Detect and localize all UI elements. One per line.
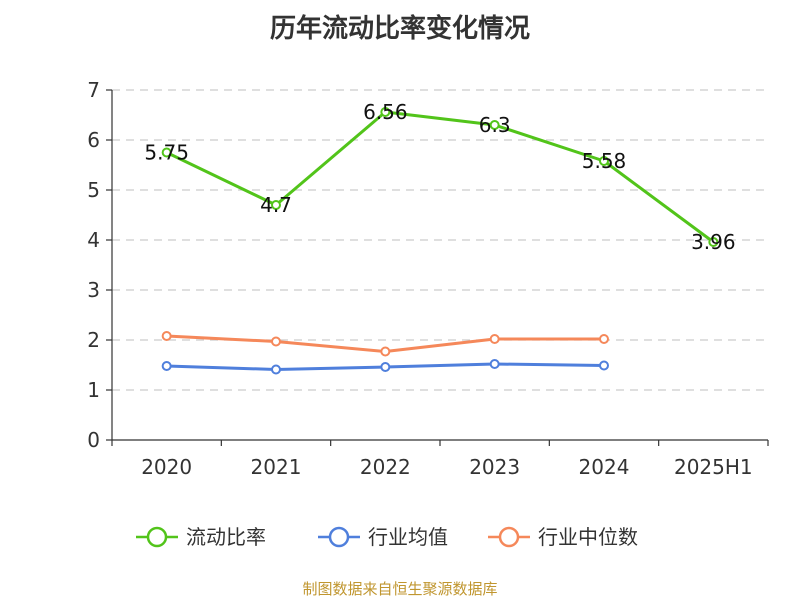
x-tick-label: 2021 (251, 455, 302, 479)
data-point (708, 237, 719, 247)
y-tick-label: 1 (87, 378, 100, 402)
data-point (271, 200, 281, 210)
x-tick-label: 2020 (141, 455, 192, 479)
data-label: 6.56 (363, 100, 408, 124)
y-tick-label: 4 (87, 228, 100, 252)
grid-lines (112, 89, 768, 391)
data-label: 5.58 (582, 149, 627, 173)
legend-label: 行业均值 (368, 525, 448, 549)
x-tick-label: 2024 (579, 455, 630, 479)
data-label: 5.75 (144, 141, 189, 165)
data-point (380, 362, 391, 372)
legend[interactable]: 流动比率 行业均值 行业中位数 (136, 525, 638, 549)
axes: 0 1 2 3 4 5 6 7 2020 2021 2022 2023 2024 2025H1 (87, 78, 769, 479)
data-point (489, 120, 500, 130)
data-label: 6.3 (479, 113, 511, 137)
y-tick-label: 0 (87, 428, 100, 452)
data-point (271, 336, 281, 347)
y-tick-label: 7 (87, 78, 100, 102)
x-tick-label: 2022 (360, 455, 411, 479)
y-tick-label: 6 (87, 128, 100, 152)
legend-marker (146, 526, 168, 548)
series-lines (161, 107, 719, 375)
y-tick-label: 3 (87, 278, 100, 302)
legend-marker (498, 526, 520, 548)
legend-marker (328, 526, 350, 548)
data-label: 3.96 (691, 230, 736, 254)
data-point (161, 361, 172, 371)
data-point (599, 360, 609, 371)
legend-label: 流动比率 (186, 525, 266, 549)
data-point (161, 331, 172, 341)
data-point (599, 156, 609, 166)
chart-title: 历年流动比率变化情况 (269, 14, 530, 44)
y-tick-label: 5 (87, 178, 100, 202)
y-tick-label: 2 (87, 328, 100, 352)
source-note: 制图数据来自恒生聚源数据库 (302, 580, 498, 598)
data-label: 4.7 (260, 193, 292, 217)
data-point (599, 334, 609, 344)
legend-label: 行业中位数 (538, 525, 638, 549)
data-point (161, 147, 172, 158)
data-point (489, 334, 500, 344)
x-tick-label: 2023 (469, 455, 520, 479)
data-point (380, 107, 391, 117)
data-point (380, 346, 391, 357)
data-point (271, 364, 281, 375)
series-line-0 (166, 110, 715, 244)
data-labels: 5.75 4.7 6.56 6.3 5.58 3.96 (144, 100, 735, 254)
data-point (489, 359, 500, 369)
x-tick-label: 2025H1 (674, 455, 753, 479)
